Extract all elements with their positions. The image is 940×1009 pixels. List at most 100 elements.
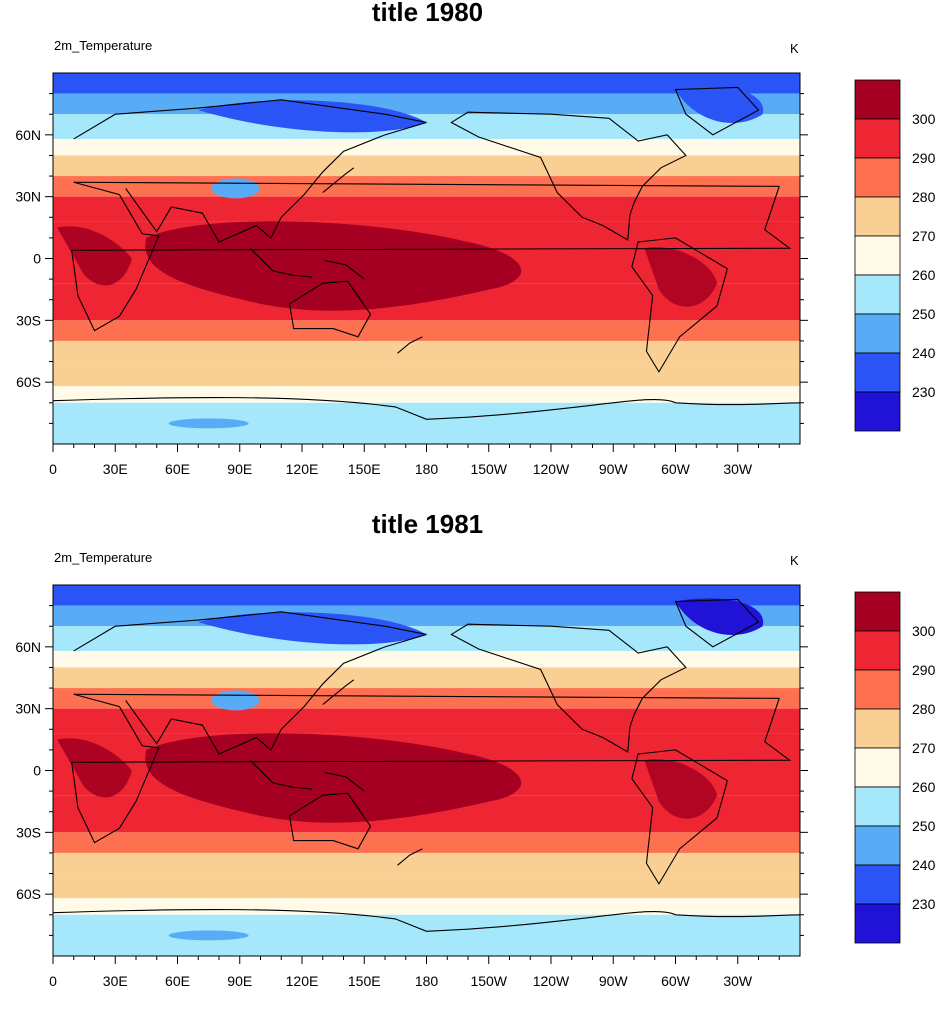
map-field xyxy=(52,73,801,444)
temperature-band xyxy=(53,138,800,156)
y-tick-label: 60S xyxy=(16,886,41,902)
colorbar-label: 230 xyxy=(912,384,936,400)
coastline xyxy=(288,280,372,338)
colorbar-swatch xyxy=(854,391,901,432)
colorbar-swatch xyxy=(854,196,901,237)
africa-warm-region xyxy=(57,738,132,798)
tibet-cold-region xyxy=(211,690,260,711)
x-tick-label: 60W xyxy=(661,461,691,477)
y-tick-label: 60N xyxy=(15,127,41,143)
temperature-band xyxy=(53,320,800,341)
y-tick-label: 30N xyxy=(15,701,41,717)
antarctica-region xyxy=(53,406,800,444)
coastline xyxy=(71,693,792,844)
colorbar: 300 290 280 270 260 250 240 230 xyxy=(854,591,936,944)
coastline xyxy=(450,623,687,753)
x-tick-label: 180 xyxy=(415,973,439,989)
coastline xyxy=(674,598,760,648)
x-tick-label: 60E xyxy=(165,461,190,477)
colorbar-label: 280 xyxy=(912,701,936,717)
x-tick-label: 0 xyxy=(49,461,57,477)
x-tick-label: 90W xyxy=(599,973,629,989)
coastline xyxy=(631,237,729,373)
x-tick-label: 150E xyxy=(348,973,381,989)
temperature-band xyxy=(53,196,800,222)
y-tick-label: 30N xyxy=(15,189,41,205)
x-tick-label: 150W xyxy=(470,461,507,477)
coastline xyxy=(249,759,313,790)
south-america-warm-region xyxy=(644,759,717,819)
y-tick-label: 60S xyxy=(16,374,41,390)
temperature-band xyxy=(53,832,800,853)
temperature-band xyxy=(53,708,800,734)
colorbar-swatch xyxy=(854,747,901,788)
x-tick-label: 90W xyxy=(599,461,629,477)
temperature-band xyxy=(53,585,800,606)
temperature-band xyxy=(53,386,800,403)
colorbar-swatch xyxy=(854,274,901,315)
x-tick-label: 150W xyxy=(470,973,507,989)
x-tick-label: 0 xyxy=(49,973,57,989)
colorbar-swatch xyxy=(854,352,901,393)
colorbar-swatch xyxy=(854,708,901,749)
y-tick-label: 60N xyxy=(15,639,41,655)
x-tick-label: 120E xyxy=(286,973,319,989)
coastline xyxy=(324,772,365,792)
x-tick-label: 90E xyxy=(227,461,252,477)
colorbar-label: 260 xyxy=(912,267,936,283)
greenland-cold-region xyxy=(675,86,764,123)
temperature-band xyxy=(53,340,800,366)
colorbar-label: 230 xyxy=(912,896,936,912)
map-panel-1980: title 1980 2m_Temperature K 0 30E 60E 90E 12… xyxy=(0,0,940,497)
africa-warm-region xyxy=(57,226,132,286)
temperature-band xyxy=(53,155,800,177)
y-tick-label: 0 xyxy=(33,251,41,267)
siberia-cold-region xyxy=(198,612,427,645)
x-tick-label: 120W xyxy=(533,461,570,477)
coastline xyxy=(324,260,365,280)
colorbar-swatch xyxy=(854,825,901,866)
temperature-map: 0 30E 60E 90E 120E 150E 180 150W 120W 90W 60W 30W 60… xyxy=(15,72,936,477)
antarctica-cold-region xyxy=(168,418,249,429)
temperature-band xyxy=(53,667,800,689)
colorbar-label: 260 xyxy=(912,779,936,795)
colorbar-swatch xyxy=(854,669,901,710)
warm-pool-region xyxy=(145,733,522,823)
colorbar-swatch xyxy=(854,864,901,905)
antarctica-cold-region xyxy=(168,930,249,941)
colorbar-swatch xyxy=(854,235,901,276)
coastline xyxy=(322,167,355,193)
map-field xyxy=(52,585,801,956)
coastline xyxy=(249,247,313,278)
map-panel-1981: title 1981 2m_Temperature K 0 30E 60E 90E 12… xyxy=(0,509,940,1009)
coastline xyxy=(397,848,423,866)
siberia-cold-region xyxy=(198,100,427,133)
y-tick-label: 0 xyxy=(33,763,41,779)
colorbar-label: 240 xyxy=(912,857,936,873)
x-tick-label: 30W xyxy=(723,461,753,477)
colorbar-label: 270 xyxy=(912,228,936,244)
colorbar-label: 290 xyxy=(912,662,936,678)
coastline xyxy=(52,396,801,420)
tibet-cold-region xyxy=(211,178,260,199)
x-tick-label: 60W xyxy=(661,973,691,989)
colorbar-label: 250 xyxy=(912,306,936,322)
x-tick-label: 30E xyxy=(103,461,128,477)
colorbar-label: 240 xyxy=(912,345,936,361)
colorbar-swatch xyxy=(854,79,901,120)
coastline xyxy=(397,336,423,354)
coastline xyxy=(450,111,687,241)
greenland-cold-region xyxy=(675,598,764,635)
units-label: K xyxy=(790,553,799,568)
coastline xyxy=(631,749,729,885)
y-axis: 60N 30N 0 30S 60S xyxy=(15,93,808,424)
units-label: K xyxy=(790,41,799,56)
x-axis: 0 30E 60E 90E 120E 150E 180 150W 120W 90W 60W 30W xyxy=(49,956,780,989)
warm-pool-region xyxy=(145,221,522,311)
colorbar-swatch xyxy=(854,313,901,354)
coastline xyxy=(73,99,427,243)
colorbar-label: 250 xyxy=(912,818,936,834)
coastline xyxy=(322,679,355,705)
x-tick-label: 120E xyxy=(286,461,319,477)
coastline xyxy=(288,792,372,850)
